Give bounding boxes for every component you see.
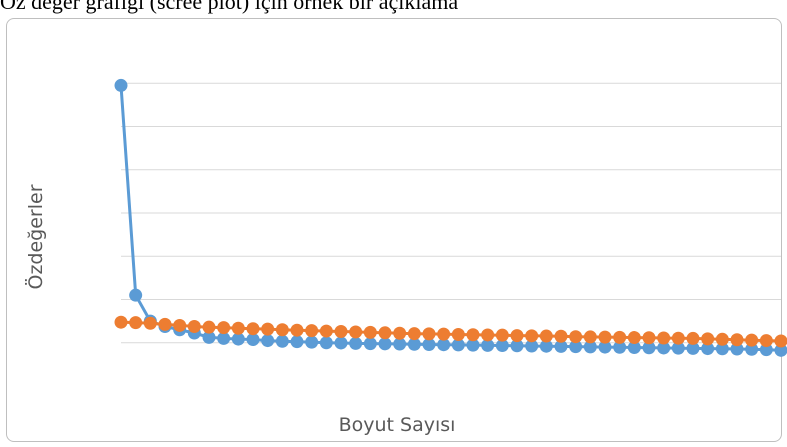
series-0-point-25: [466, 338, 480, 352]
series-0-point-30: [539, 339, 553, 353]
series-1-point-31: [554, 329, 568, 343]
series-0-point-31: [554, 339, 568, 353]
series-1-point-4: [158, 317, 172, 331]
series-1-point-20: [393, 326, 407, 340]
series-1-point-11: [261, 322, 275, 336]
series-1-point-3: [143, 316, 157, 330]
series-1-line: [120, 320, 782, 343]
series-1-point-7: [202, 320, 216, 334]
series-0: [114, 78, 787, 357]
series-1-point-9: [231, 321, 245, 335]
series-0-line: [119, 85, 782, 352]
series-0-point-46: [774, 343, 787, 357]
y-axis-title: Özdeğerler: [24, 184, 47, 289]
series-0-point-22: [422, 337, 436, 351]
series-1-point-40: [686, 331, 700, 345]
series-0-point-16: [334, 336, 348, 350]
series-1-point-43: [730, 333, 744, 347]
series-0-point-8: [217, 331, 231, 345]
series-0-point-44: [745, 342, 759, 356]
series-1-point-38: [657, 331, 671, 345]
series-1-point-16: [334, 325, 348, 339]
series-1-point-12: [275, 323, 289, 337]
series-1-point-28: [510, 329, 524, 343]
series-layer: [114, 78, 787, 357]
series-0-point-42: [715, 342, 729, 356]
series-1-point-23: [437, 327, 451, 341]
series-1-point-21: [407, 327, 421, 341]
series-1-point-22: [422, 327, 436, 341]
series-1-point-10: [246, 322, 260, 336]
series-1-point-13: [290, 323, 304, 337]
series-1-point-42: [715, 332, 729, 346]
series-0-point-21: [407, 337, 421, 351]
series-0-point-35: [613, 340, 627, 354]
series-0-point-18: [363, 337, 377, 351]
series-1-point-2: [129, 316, 143, 330]
series-1-point-37: [642, 331, 656, 345]
series-1-point-39: [671, 331, 685, 345]
series-1-point-44: [745, 333, 759, 347]
series-1-point-18: [363, 325, 377, 339]
series-1-point-33: [583, 330, 597, 344]
series-1-point-14: [305, 324, 319, 338]
series-1-point-32: [569, 330, 583, 344]
series-1-point-19: [378, 326, 392, 340]
series-0-point-24: [451, 338, 465, 352]
series-0-point-17: [349, 336, 363, 350]
series-1-point-41: [701, 332, 715, 346]
series-0-point-23: [437, 338, 451, 352]
series-0-point-26: [481, 338, 495, 352]
series-0-point-41: [701, 342, 715, 356]
series-0-point-45: [759, 343, 773, 357]
series-0-point-38: [657, 341, 671, 355]
series-0-point-28: [510, 339, 524, 353]
x-axis-title: Boyut Sayısı: [339, 414, 456, 436]
series-1-point-24: [451, 328, 465, 342]
series-1-point-15: [319, 324, 333, 338]
series-1-point-8: [217, 321, 231, 335]
series-0-point-36: [627, 341, 641, 355]
series-1-point-17: [349, 325, 363, 339]
series-0-point-27: [495, 339, 509, 353]
series-0-point-34: [598, 340, 612, 354]
series-1-point-36: [627, 331, 641, 345]
series-1-point-29: [525, 329, 539, 343]
gridlines: [121, 82, 781, 344]
series-1-point-46: [774, 334, 787, 348]
series-0-point-40: [686, 341, 700, 355]
chart-frame: [6, 18, 782, 442]
series-0-point-12: [275, 334, 289, 348]
series-0-point-2: [129, 288, 143, 302]
series-0-point-14: [305, 335, 319, 349]
series-1-point-27: [495, 328, 509, 342]
series-1-point-26: [481, 328, 495, 342]
series-0-point-10: [246, 333, 260, 347]
series-1-point-1: [114, 315, 128, 329]
series-1-point-45: [759, 334, 773, 348]
header-text: Öz değer grafiği (scree plot) için örnek…: [0, 0, 459, 14]
series-0-point-33: [583, 340, 597, 354]
series-1-point-30: [539, 329, 553, 343]
series-1-point-25: [466, 328, 480, 342]
series-0-point-20: [393, 337, 407, 351]
series-0-point-1: [114, 78, 128, 92]
series-0-point-15: [319, 336, 333, 350]
series-1-point-34: [598, 330, 612, 344]
series-1: [114, 315, 787, 348]
series-1-point-6: [187, 320, 201, 334]
series-0-point-32: [569, 340, 583, 354]
series-0-point-7: [202, 330, 216, 344]
series-0-point-29: [525, 339, 539, 353]
series-0-point-39: [671, 341, 685, 355]
series-0-point-37: [642, 341, 656, 355]
series-1-point-35: [613, 330, 627, 344]
series-0-point-9: [231, 332, 245, 346]
series-0-point-11: [261, 334, 275, 348]
series-0-point-19: [378, 337, 392, 351]
series-1-point-5: [173, 318, 187, 332]
series-0-point-43: [730, 342, 744, 356]
series-0-point-13: [290, 335, 304, 349]
